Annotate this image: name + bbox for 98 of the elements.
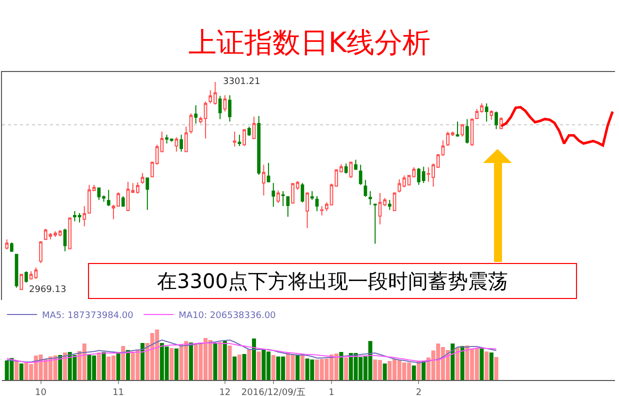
candlestick — [344, 163, 348, 174]
candlestick — [354, 159, 358, 170]
bar — [213, 343, 218, 380]
candlestick — [247, 126, 251, 136]
candlestick — [68, 218, 72, 250]
bar — [58, 355, 62, 380]
bar — [339, 352, 344, 380]
candlestick — [484, 102, 488, 122]
bar — [232, 356, 237, 380]
bar — [247, 349, 252, 380]
candlestick — [242, 128, 246, 147]
bar — [271, 355, 276, 380]
annotation: 3301.21 — [223, 77, 260, 87]
candlestick — [223, 94, 227, 112]
x-tick-label: 11 — [112, 388, 124, 396]
candlestick — [281, 190, 285, 207]
bar — [252, 338, 256, 380]
bar — [237, 354, 242, 380]
candlestick — [180, 134, 183, 152]
candlestick — [184, 126, 188, 152]
bar — [102, 352, 106, 380]
candlestick — [490, 110, 494, 120]
candlestick — [364, 179, 368, 198]
x-tick-label: 2016/12/09/五 — [241, 388, 306, 396]
candlestick — [228, 94, 232, 122]
candlestick — [368, 190, 372, 206]
bar — [126, 350, 130, 380]
candlestick — [218, 95, 222, 120]
bar — [116, 352, 120, 380]
candlestick — [232, 131, 236, 148]
candlestick — [39, 240, 42, 264]
bar — [256, 352, 261, 380]
candlestick — [146, 177, 150, 210]
candlestick — [373, 203, 377, 244]
candlestick — [456, 121, 460, 138]
bar — [344, 358, 348, 380]
bar — [489, 352, 494, 380]
candlestick — [266, 162, 270, 183]
bar — [300, 354, 304, 380]
candlestick — [63, 228, 67, 252]
bar — [456, 348, 460, 380]
bar — [170, 348, 174, 380]
candlestick — [5, 238, 9, 250]
bar — [121, 346, 126, 380]
bar — [412, 366, 416, 380]
legend-label: MA10: 206538336.00 — [178, 311, 276, 322]
legend-label: MA5: 187373984.00 — [42, 311, 134, 322]
candlestick — [310, 190, 314, 200]
x-tick-label: 12 — [219, 388, 231, 396]
bar — [174, 348, 178, 380]
bar — [296, 354, 300, 380]
candlestick — [106, 189, 110, 207]
bar — [494, 357, 498, 380]
chart-title: 上证指数日K线分析 — [188, 26, 431, 59]
candlestick — [320, 206, 324, 216]
candlestick — [20, 274, 24, 291]
bar — [140, 343, 145, 380]
candlestick — [194, 104, 198, 124]
candlestick — [252, 116, 256, 140]
bar — [188, 342, 193, 380]
x-tick-label: 10 — [35, 388, 47, 396]
bar — [484, 352, 489, 380]
bar — [19, 364, 24, 380]
bar — [228, 346, 232, 380]
bar — [460, 346, 464, 380]
annotation: 在3300点下方将出现一段时间蓄势震荡 — [157, 269, 508, 293]
x-tick-label: 2 — [416, 388, 422, 396]
candlestick — [257, 115, 261, 176]
candlestick — [262, 164, 266, 196]
candlestick — [460, 124, 464, 138]
candlestick — [272, 182, 276, 208]
bar — [450, 344, 455, 380]
candlestick — [276, 190, 280, 204]
annotation: 2969.13 — [29, 285, 66, 295]
x-tick-label: 1 — [328, 388, 334, 396]
candlestick — [349, 161, 353, 178]
candlestick — [358, 164, 362, 186]
bar — [222, 341, 227, 380]
candlestick — [494, 111, 498, 130]
bar — [382, 364, 387, 380]
bar — [242, 354, 246, 380]
candlestick — [286, 196, 290, 218]
candlestick — [388, 199, 392, 210]
candlestick — [315, 196, 319, 212]
bar — [480, 348, 484, 380]
bar — [96, 352, 101, 380]
candlestick — [466, 118, 469, 144]
bar — [62, 352, 67, 380]
bar — [422, 360, 426, 380]
candlestick — [238, 134, 242, 147]
bar — [218, 342, 222, 380]
candlestick — [10, 242, 14, 252]
candlestick — [306, 192, 309, 229]
candlestick — [174, 136, 178, 152]
candlestick — [140, 172, 144, 184]
bar — [14, 361, 19, 380]
candlestick — [121, 196, 125, 208]
candlestick — [24, 270, 28, 284]
